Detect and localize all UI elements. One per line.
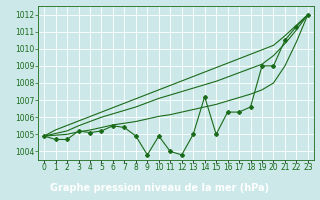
- Text: Graphe pression niveau de la mer (hPa): Graphe pression niveau de la mer (hPa): [51, 183, 269, 193]
